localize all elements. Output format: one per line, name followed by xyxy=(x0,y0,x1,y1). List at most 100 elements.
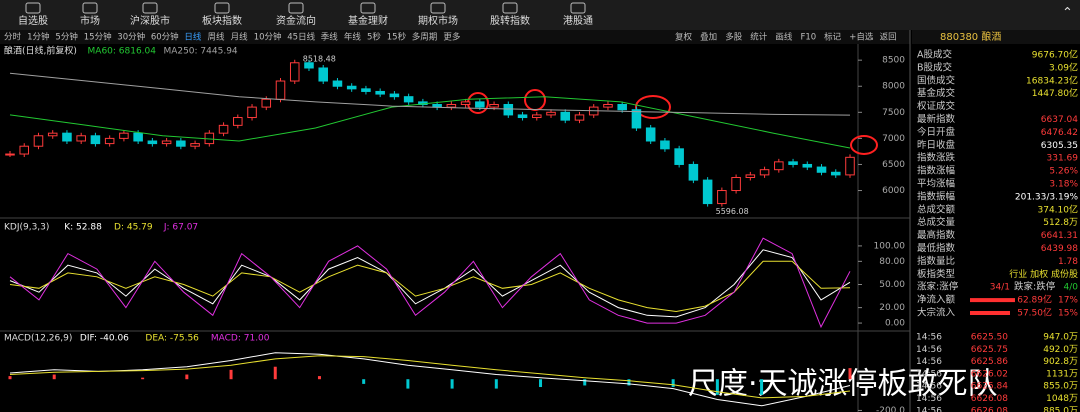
period-tab[interactable]: 5秒 xyxy=(367,32,381,43)
quote-value: 6305.35 xyxy=(1041,141,1078,151)
quote-value: 15% xyxy=(1058,309,1078,319)
period-tab[interactable]: 季线 xyxy=(321,32,339,43)
indicator-line xyxy=(9,237,851,329)
y-tick-label: 8000 xyxy=(882,82,905,92)
toolbar-icon xyxy=(360,2,376,14)
quote-value: 34/1 xyxy=(990,283,1010,293)
period-tab[interactable]: 年线 xyxy=(344,32,362,43)
period-tab[interactable]: 更多 xyxy=(443,32,461,43)
quote-label: 指数涨跌 xyxy=(917,152,956,164)
panel-header-bg xyxy=(912,30,1080,44)
toolbar-item[interactable]: 期权市场 xyxy=(418,14,458,27)
tool-button[interactable]: +自选 xyxy=(849,32,874,43)
toolbar-item[interactable]: 港股通 xyxy=(563,15,593,27)
indicator-line xyxy=(9,352,851,407)
annotation-circles xyxy=(467,89,878,155)
candle xyxy=(190,143,200,147)
quote-label: 大宗流入 xyxy=(917,307,956,319)
quote-label: 昨日收盘 xyxy=(917,139,956,151)
period-tab[interactable]: 60分钟 xyxy=(151,32,179,43)
candle xyxy=(346,85,357,90)
tick-volume: 1048万 xyxy=(1046,394,1078,404)
tool-button[interactable]: 标记 xyxy=(824,32,842,43)
toolbar-icon xyxy=(25,2,41,14)
period-tab[interactable]: 周线 xyxy=(208,32,226,43)
candle xyxy=(532,114,542,119)
indicator-line xyxy=(9,96,851,149)
tool-button[interactable]: F10 xyxy=(801,33,817,43)
candle xyxy=(617,103,627,111)
menu-icon[interactable]: ⌃ xyxy=(1062,6,1073,21)
toolbar-icon xyxy=(82,2,98,14)
candle xyxy=(802,163,813,168)
tick-price: 6626.02 xyxy=(971,369,1008,379)
tool-button[interactable]: 画线 xyxy=(775,32,793,43)
toolbar-item[interactable]: 资金流向 xyxy=(276,14,316,27)
toolbar-item[interactable]: 基金理财 xyxy=(348,14,388,27)
quote-label: 涨家:涨停 xyxy=(917,281,959,293)
candle xyxy=(816,166,827,173)
toolbar-item[interactable]: 沪深股市 xyxy=(130,14,170,27)
tool-button[interactable]: 叠加 xyxy=(700,32,717,43)
tick-volume: 855.0万 xyxy=(1043,382,1078,392)
toolbar-icon xyxy=(570,2,586,14)
quote-value: 17% xyxy=(1058,296,1078,306)
tick-time: 14:56 xyxy=(916,357,942,367)
tick-price: 6625.84 xyxy=(971,382,1008,392)
quote-value: 3.18% xyxy=(1049,180,1078,190)
quote-label: 最新指数 xyxy=(917,113,956,125)
candle xyxy=(546,111,556,116)
candle xyxy=(745,174,756,178)
quote-label: 总成交额 xyxy=(917,203,956,215)
legend-entry: MA250: 7445.94 xyxy=(163,47,237,57)
flow-bar xyxy=(970,311,1010,315)
toolbar-item[interactable]: 股转指数 xyxy=(490,14,530,27)
tool-button[interactable]: 统计 xyxy=(750,32,768,43)
period-tab[interactable]: 分时 xyxy=(4,32,22,43)
quote-label: 平均涨幅 xyxy=(917,178,956,190)
toolbar-item[interactable]: 板块指数 xyxy=(202,14,242,27)
candle xyxy=(332,80,343,87)
legend-entry: D: 45.79 xyxy=(114,223,153,233)
candle xyxy=(361,88,371,92)
period-tab[interactable]: 10分钟 xyxy=(254,32,282,43)
tool-button[interactable]: 复权 xyxy=(675,32,693,43)
y-tick-label: 80.00 xyxy=(879,257,905,267)
period-tab[interactable]: 月线 xyxy=(231,32,249,43)
tick-time: 14:56 xyxy=(916,406,942,412)
quote-value: 3.09亿 xyxy=(1049,61,1078,73)
candle xyxy=(275,80,286,100)
legend-entry: J: 67.07 xyxy=(163,223,198,233)
chart-title: 酿酒(日线,前复权) xyxy=(4,45,77,57)
candle xyxy=(631,109,642,129)
indicator-line xyxy=(9,355,851,399)
candle xyxy=(161,140,172,145)
toolbar-icon xyxy=(502,2,518,14)
candle xyxy=(90,135,101,145)
candle xyxy=(645,127,656,142)
candle xyxy=(845,156,855,176)
period-tab[interactable]: 日线 xyxy=(184,32,202,43)
period-tab[interactable]: 5分钟 xyxy=(55,32,77,43)
period-tab[interactable]: 多周期 xyxy=(412,32,438,43)
quote-value: 5.26% xyxy=(1049,167,1078,177)
quote-label: 最低指数 xyxy=(917,242,956,254)
quote-value: 374.10亿 xyxy=(1038,203,1079,215)
quote-label: 最高指数 xyxy=(917,229,956,241)
tick-price: 6625.75 xyxy=(971,345,1008,355)
tool-button[interactable]: 返回 xyxy=(880,32,897,43)
quote-value: 6439.98 xyxy=(1041,244,1078,254)
candle xyxy=(475,101,485,108)
period-tab[interactable]: 15秒 xyxy=(387,32,407,43)
tool-button[interactable]: 多股 xyxy=(725,32,743,43)
period-tab[interactable]: 15分钟 xyxy=(84,32,112,43)
toolbar-item[interactable]: 自选股 xyxy=(18,14,48,27)
period-tab[interactable]: 1分钟 xyxy=(27,32,49,43)
chart-title: MACD(12,26,9) xyxy=(4,334,72,344)
toolbar-item[interactable]: 市场 xyxy=(80,14,100,27)
y-tick-label: 6000 xyxy=(882,186,905,196)
quote-value: 57.50亿 xyxy=(1017,307,1052,319)
period-tab[interactable]: 30分钟 xyxy=(117,32,145,43)
candle xyxy=(33,135,44,147)
period-tab[interactable]: 45日线 xyxy=(287,32,315,43)
